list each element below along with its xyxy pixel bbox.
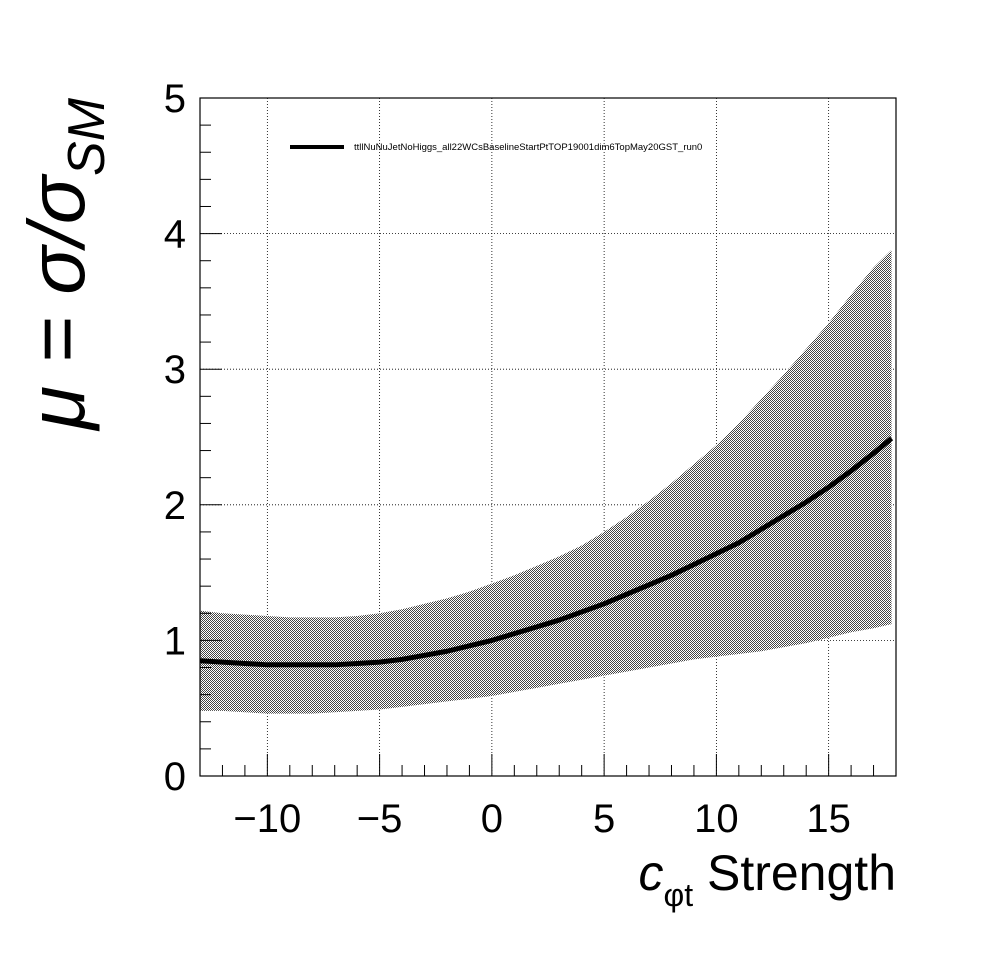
- x-axis-suffix: Strength: [693, 845, 896, 901]
- y-tick-label: 4: [164, 213, 186, 257]
- x-tick-label: 10: [694, 797, 739, 841]
- plot-frame: [199, 97, 897, 777]
- x-tick-label: −10: [233, 797, 301, 841]
- y-axis-subscript: SM: [58, 97, 116, 176]
- y-tick-label: 0: [164, 755, 186, 799]
- x-tick-label: −5: [357, 797, 403, 841]
- x-axis-title: cφt Strength: [638, 845, 896, 913]
- y-tick-label: 3: [164, 348, 186, 392]
- series-line: [200, 436, 894, 668]
- x-axis-subscript: φt: [663, 877, 693, 913]
- y-tick-label: 2: [164, 484, 186, 528]
- x-axis-symbol: c: [638, 845, 663, 901]
- x-tick-label: 0: [481, 797, 503, 841]
- legend: ttllNuNuJetNoHiggs_all22WCsBaselineStart…: [290, 142, 702, 153]
- y-tick-label: 5: [164, 77, 186, 121]
- legend-entry-label: ttllNuNuJetNoHiggs_all22WCsBaselineStart…: [354, 142, 702, 153]
- y-axis-title: μ = σ/σSM: [12, 97, 116, 431]
- axis-ticks: [199, 97, 897, 777]
- y-axis-main: μ = σ/σ: [12, 173, 101, 431]
- tick-labels: −10 −5 0 5 10 15 0 1 2 3 4 5: [164, 77, 851, 841]
- y-tick-label: 1: [164, 619, 186, 663]
- x-tick-label: 5: [593, 797, 615, 841]
- uncertainty-band: [200, 249, 892, 714]
- x-tick-label: 15: [806, 797, 851, 841]
